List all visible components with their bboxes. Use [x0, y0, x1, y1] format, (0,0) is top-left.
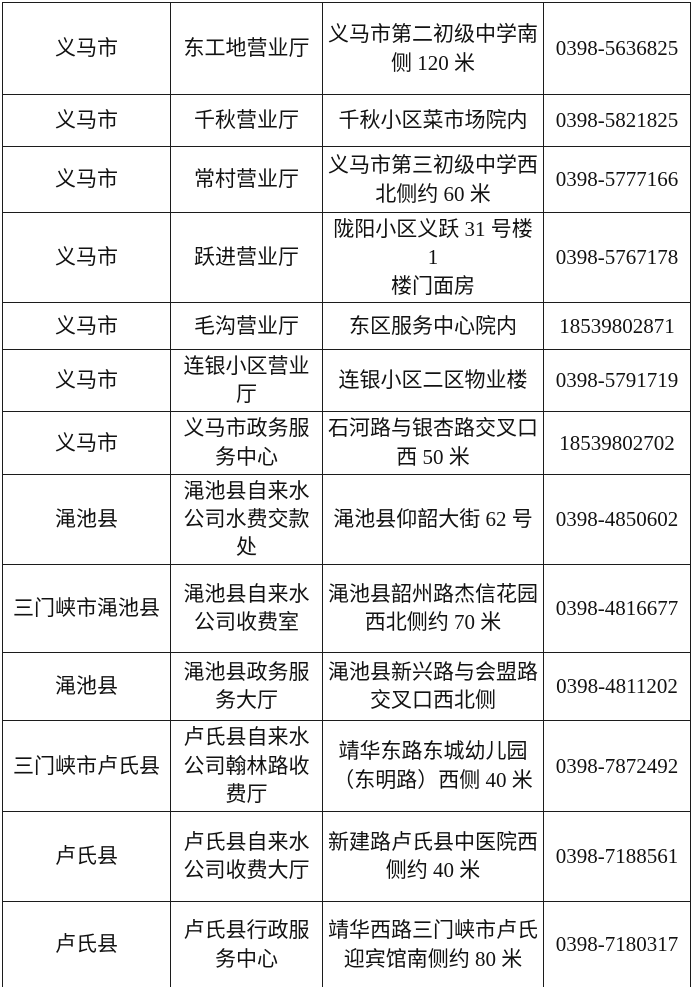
table-row: 义马市 常村营业厅 义马市第三初级中学西 北侧约 60 米 0398-57771…: [3, 147, 691, 213]
table-row: 渑池县 渑池县政务服 务大厅 渑池县新兴路与会盟路 交叉口西北侧 0398-48…: [3, 652, 691, 720]
cell-address: 连银小区二区物业楼: [323, 350, 544, 412]
cell-address: 陇阳小区义跃 31 号楼 1 楼门面房: [323, 213, 544, 303]
cell-hall: 东工地营业厅: [171, 3, 323, 95]
table-row: 义马市 毛沟营业厅 东区服务中心院内 18539802871: [3, 303, 691, 350]
cell-phone: 0398-5791719: [544, 350, 691, 412]
cell-address: 义马市第三初级中学西 北侧约 60 米: [323, 147, 544, 213]
cell-hall: 卢氏县自来水 公司翰林路收 费厅: [171, 720, 323, 811]
cell-city: 卢氏县: [3, 811, 171, 901]
cell-phone: 0398-5777166: [544, 147, 691, 213]
cell-city: 义马市: [3, 3, 171, 95]
cell-phone: 0398-4850602: [544, 474, 691, 564]
cell-address: 义马市第二初级中学南 侧 120 米: [323, 3, 544, 95]
cell-city: 义马市: [3, 303, 171, 350]
table-row: 义马市 义马市政务服 务中心 石河路与银杏路交叉口 西 50 米 1853980…: [3, 411, 691, 474]
table-row: 渑池县 渑池县自来水 公司水费交款 处 渑池县仰韶大街 62 号 0398-48…: [3, 474, 691, 564]
cell-hall: 渑池县自来水 公司收费室: [171, 564, 323, 652]
cell-phone: 0398-7872492: [544, 720, 691, 811]
table-row: 卢氏县 卢氏县行政服 务中心 靖华西路三门峡市卢氏 迎宾馆南侧约 80 米 03…: [3, 901, 691, 987]
cell-city: 三门峡市渑池县: [3, 564, 171, 652]
table-row: 义马市 东工地营业厅 义马市第二初级中学南 侧 120 米 0398-56368…: [3, 3, 691, 95]
cell-city: 义马市: [3, 147, 171, 213]
cell-city: 卢氏县: [3, 901, 171, 987]
cell-phone: 0398-7180317: [544, 901, 691, 987]
cell-hall: 义马市政务服 务中心: [171, 411, 323, 474]
document-page: 义马市 东工地营业厅 义马市第二初级中学南 侧 120 米 0398-56368…: [0, 2, 694, 940]
cell-phone: 0398-5767178: [544, 213, 691, 303]
cell-hall: 跃进营业厅: [171, 213, 323, 303]
cell-hall: 卢氏县行政服 务中心: [171, 901, 323, 987]
cell-hall: 卢氏县自来水 公司收费大厅: [171, 811, 323, 901]
cell-address: 渑池县新兴路与会盟路 交叉口西北侧: [323, 652, 544, 720]
cell-hall: 千秋营业厅: [171, 95, 323, 147]
cell-address: 靖华东路东城幼儿园 （东明路）西侧 40 米: [323, 720, 544, 811]
cell-city: 义马市: [3, 411, 171, 474]
cell-address: 渑池县韶州路杰信花园 西北侧约 70 米: [323, 564, 544, 652]
cell-address: 新建路卢氏县中医院西 侧约 40 米: [323, 811, 544, 901]
cell-address: 石河路与银杏路交叉口 西 50 米: [323, 411, 544, 474]
cell-city: 渑池县: [3, 474, 171, 564]
cell-city: 义马市: [3, 350, 171, 412]
cell-address: 靖华西路三门峡市卢氏 迎宾馆南侧约 80 米: [323, 901, 544, 987]
cell-hall: 连银小区营业 厅: [171, 350, 323, 412]
table-row: 三门峡市卢氏县 卢氏县自来水 公司翰林路收 费厅 靖华东路东城幼儿园 （东明路）…: [3, 720, 691, 811]
cell-city: 义马市: [3, 213, 171, 303]
table-row: 义马市 千秋营业厅 千秋小区菜市场院内 0398-5821825: [3, 95, 691, 147]
cell-phone: 0398-5636825: [544, 3, 691, 95]
cell-city: 三门峡市卢氏县: [3, 720, 171, 811]
cell-city: 渑池县: [3, 652, 171, 720]
cell-phone: 18539802871: [544, 303, 691, 350]
cell-address: 渑池县仰韶大街 62 号: [323, 474, 544, 564]
cell-phone: 0398-5821825: [544, 95, 691, 147]
table-row: 义马市 跃进营业厅 陇阳小区义跃 31 号楼 1 楼门面房 0398-57671…: [3, 213, 691, 303]
cell-hall: 渑池县自来水 公司水费交款 处: [171, 474, 323, 564]
cell-hall: 渑池县政务服 务大厅: [171, 652, 323, 720]
table-row: 卢氏县 卢氏县自来水 公司收费大厅 新建路卢氏县中医院西 侧约 40 米 039…: [3, 811, 691, 901]
cell-phone: 18539802702: [544, 411, 691, 474]
cell-phone: 0398-4816677: [544, 564, 691, 652]
cell-address: 千秋小区菜市场院内: [323, 95, 544, 147]
cell-hall: 毛沟营业厅: [171, 303, 323, 350]
table-body: 义马市 东工地营业厅 义马市第二初级中学南 侧 120 米 0398-56368…: [3, 3, 691, 987]
cell-hall: 常村营业厅: [171, 147, 323, 213]
table-row: 义马市 连银小区营业 厅 连银小区二区物业楼 0398-5791719: [3, 350, 691, 412]
cell-phone: 0398-7188561: [544, 811, 691, 901]
cell-city: 义马市: [3, 95, 171, 147]
cell-address: 东区服务中心院内: [323, 303, 544, 350]
table-row: 三门峡市渑池县 渑池县自来水 公司收费室 渑池县韶州路杰信花园 西北侧约 70 …: [3, 564, 691, 652]
cell-phone: 0398-4811202: [544, 652, 691, 720]
